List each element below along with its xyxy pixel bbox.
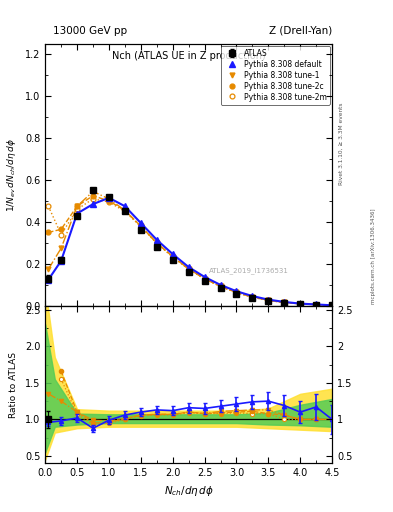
Line: Pythia 8.308 default: Pythia 8.308 default <box>46 195 335 308</box>
Pythia 8.308 tune-1 <box>250 294 255 300</box>
Pythia 8.308 tune-1 <box>170 253 175 260</box>
Pythia 8.308 default <box>186 264 191 270</box>
Pythia 8.308 tune-1 <box>234 289 239 295</box>
Pythia 8.308 tune-1 <box>298 301 303 307</box>
Pythia 8.308 tune-2m <box>154 240 159 246</box>
Pythia 8.308 tune-2m <box>218 284 223 290</box>
Pythia 8.308 tune-1 <box>59 245 64 251</box>
Pythia 8.308 default <box>59 258 64 264</box>
Pythia 8.308 default <box>46 276 51 283</box>
Pythia 8.308 tune-1 <box>186 266 191 272</box>
X-axis label: $N_{ch}/d\eta\,d\phi$: $N_{ch}/d\eta\,d\phi$ <box>163 484 214 498</box>
Pythia 8.308 tune-1 <box>314 302 318 308</box>
Pythia 8.308 default <box>282 299 286 305</box>
Pythia 8.308 tune-2m <box>91 196 95 202</box>
Pythia 8.308 tune-2c <box>282 300 286 306</box>
Pythia 8.308 tune-2c <box>330 302 334 308</box>
Pythia 8.308 tune-2c <box>107 198 111 204</box>
Pythia 8.308 default <box>266 296 271 303</box>
Pythia 8.308 default <box>330 302 334 308</box>
Pythia 8.308 tune-1 <box>123 207 127 214</box>
Pythia 8.308 tune-2c <box>154 240 159 246</box>
Pythia 8.308 tune-2c <box>202 275 207 282</box>
Pythia 8.308 default <box>298 301 303 307</box>
Pythia 8.308 tune-2m <box>330 302 334 308</box>
Pythia 8.308 default <box>154 237 159 243</box>
Pythia 8.308 default <box>75 210 79 217</box>
Pythia 8.308 default <box>123 203 127 209</box>
Pythia 8.308 tune-2m <box>266 297 271 304</box>
Pythia 8.308 default <box>202 274 207 280</box>
Pythia 8.308 tune-1 <box>91 188 95 195</box>
Pythia 8.308 tune-2c <box>298 301 303 307</box>
Pythia 8.308 tune-1 <box>107 196 111 202</box>
Pythia 8.308 default <box>107 195 111 201</box>
Pythia 8.308 tune-2c <box>250 294 255 300</box>
Pythia 8.308 tune-2m <box>123 208 127 215</box>
Text: 13000 GeV pp: 13000 GeV pp <box>53 26 127 36</box>
Pythia 8.308 tune-1 <box>282 300 286 306</box>
Pythia 8.308 tune-2c <box>46 229 51 236</box>
Pythia 8.308 tune-2m <box>59 231 64 238</box>
Pythia 8.308 tune-2m <box>282 300 286 306</box>
Pythia 8.308 tune-2c <box>138 223 143 229</box>
Pythia 8.308 tune-2m <box>234 290 239 296</box>
Text: Rivet 3.1.10, ≥ 3.3M events: Rivet 3.1.10, ≥ 3.3M events <box>339 102 343 185</box>
Pythia 8.308 tune-2m <box>298 301 303 307</box>
Text: ATLAS_2019_I1736531: ATLAS_2019_I1736531 <box>209 268 288 274</box>
Pythia 8.308 tune-2c <box>266 297 271 304</box>
Pythia 8.308 tune-2c <box>75 203 79 209</box>
Pythia 8.308 tune-1 <box>218 283 223 289</box>
Pythia 8.308 tune-1 <box>46 266 51 272</box>
Text: Nch (ATLAS UE in Z production): Nch (ATLAS UE in Z production) <box>112 51 266 61</box>
Legend: ATLAS, Pythia 8.308 default, Pythia 8.308 tune-1, Pythia 8.308 tune-2c, Pythia 8: ATLAS, Pythia 8.308 default, Pythia 8.30… <box>221 46 330 104</box>
Pythia 8.308 default <box>170 251 175 257</box>
Pythia 8.308 default <box>91 201 95 207</box>
Pythia 8.308 tune-2m <box>186 266 191 272</box>
Line: Pythia 8.308 tune-1: Pythia 8.308 tune-1 <box>46 189 334 308</box>
Pythia 8.308 tune-2c <box>170 253 175 260</box>
Pythia 8.308 tune-2c <box>186 266 191 272</box>
Pythia 8.308 tune-2m <box>138 224 143 230</box>
Pythia 8.308 default <box>218 282 223 288</box>
Pythia 8.308 tune-2c <box>314 302 318 308</box>
Pythia 8.308 tune-1 <box>138 223 143 229</box>
Line: Pythia 8.308 tune-2c: Pythia 8.308 tune-2c <box>46 194 334 308</box>
Pythia 8.308 tune-2m <box>75 206 79 212</box>
Pythia 8.308 default <box>138 220 143 226</box>
Pythia 8.308 tune-2m <box>107 199 111 205</box>
Pythia 8.308 default <box>234 288 239 294</box>
Pythia 8.308 tune-2c <box>59 226 64 232</box>
Line: Pythia 8.308 tune-2m: Pythia 8.308 tune-2m <box>46 197 334 308</box>
Text: Z (Drell-Yan): Z (Drell-Yan) <box>269 26 332 36</box>
Y-axis label: $1/N_{ev}\,dN_{ch}/d\eta\,d\phi$: $1/N_{ev}\,dN_{ch}/d\eta\,d\phi$ <box>5 138 18 212</box>
Pythia 8.308 tune-2m <box>202 276 207 282</box>
Pythia 8.308 tune-2c <box>91 193 95 199</box>
Pythia 8.308 tune-2m <box>314 302 318 308</box>
Pythia 8.308 tune-2m <box>170 254 175 260</box>
Pythia 8.308 default <box>250 293 255 299</box>
Text: mcplots.cern.ch [arXiv:1306.3436]: mcplots.cern.ch [arXiv:1306.3436] <box>371 208 376 304</box>
Pythia 8.308 tune-2c <box>123 207 127 214</box>
Pythia 8.308 default <box>314 302 318 308</box>
Pythia 8.308 tune-2c <box>218 283 223 289</box>
Pythia 8.308 tune-2m <box>46 203 51 209</box>
Pythia 8.308 tune-2m <box>250 294 255 301</box>
Pythia 8.308 tune-1 <box>266 297 271 303</box>
Pythia 8.308 tune-1 <box>330 302 334 308</box>
Y-axis label: Ratio to ATLAS: Ratio to ATLAS <box>9 352 18 418</box>
Pythia 8.308 tune-1 <box>202 275 207 282</box>
Pythia 8.308 tune-1 <box>75 203 79 209</box>
Pythia 8.308 tune-2c <box>234 289 239 295</box>
Pythia 8.308 tune-1 <box>154 240 159 246</box>
